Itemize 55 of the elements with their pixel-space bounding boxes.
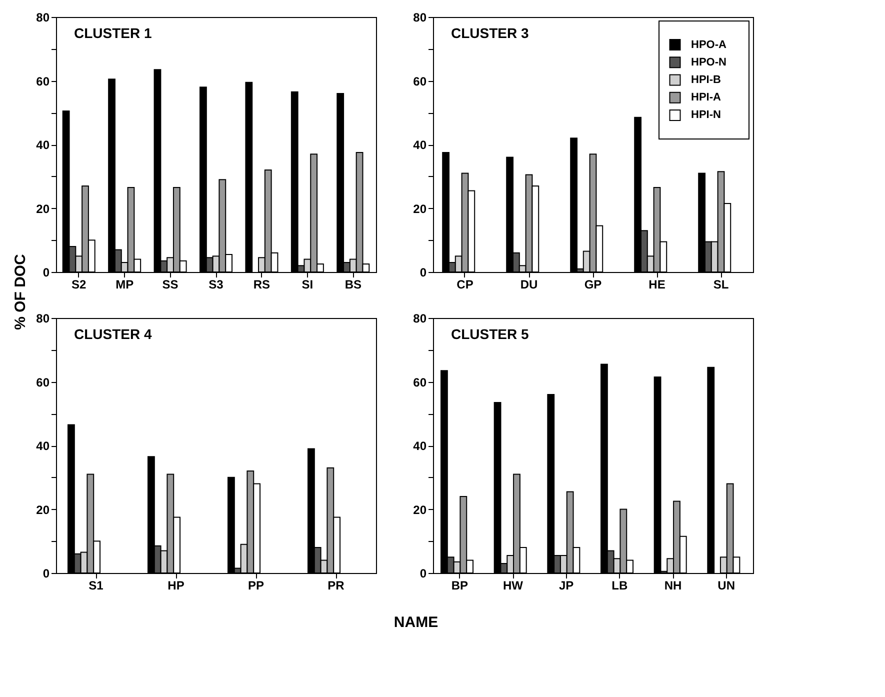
y-tick-label: 20 — [413, 202, 427, 216]
y-tick-label: 60 — [36, 375, 50, 390]
legend-label: HPO-N — [691, 56, 726, 68]
legend-label: HPI-B — [691, 74, 721, 86]
legend-label: HPI-A — [691, 92, 721, 104]
x-tick-label: HW — [503, 578, 524, 592]
y-tick-label: 40 — [413, 439, 427, 453]
y-tick-label: 0 — [42, 266, 50, 280]
x-tick-label: S2 — [72, 278, 87, 292]
x-tick-label: SL — [713, 278, 729, 292]
y-tick-label: 80 — [36, 10, 50, 24]
legend-label: HPI-N — [691, 109, 721, 122]
x-tick-label: NH — [664, 578, 682, 592]
y-tick-label: 40 — [413, 138, 427, 152]
y-tick-label: 0 — [42, 566, 50, 580]
x-tick-label: HE — [648, 278, 666, 292]
x-tick-label: BS — [344, 278, 362, 292]
x-tick-label: RS — [253, 278, 270, 292]
x-tick-label: SI — [302, 278, 314, 292]
x-tick-label: HP — [168, 578, 184, 592]
x-tick-label: UN — [718, 578, 736, 592]
y-tick-label: 20 — [36, 502, 50, 517]
x-tick-label: S3 — [208, 278, 224, 292]
x-tick-label: GP — [584, 278, 602, 292]
text: CLUSTER 1 — [74, 25, 152, 41]
x-axis-title: NAME — [394, 614, 438, 631]
legend-label: HPO-A — [691, 38, 726, 51]
y-tick-label: 20 — [36, 202, 50, 216]
y-tick-label: 80 — [36, 312, 50, 326]
x-tick-label: CP — [456, 278, 474, 292]
x-tick-label: JP — [558, 578, 574, 592]
bar — [707, 366, 715, 574]
y-tick-label: 80 — [413, 10, 427, 24]
y-tick-label: 40 — [36, 439, 50, 453]
x-tick-label: BP — [451, 578, 468, 592]
y-tick-label: 60 — [413, 375, 427, 390]
x-tick-label: PR — [328, 578, 345, 592]
y-tick-label: 0 — [420, 266, 427, 280]
y-tick-label: 60 — [413, 74, 427, 88]
x-tick-label: LB — [612, 578, 628, 592]
text: CLUSTER 5 — [451, 326, 529, 342]
x-tick-label: PP — [248, 578, 264, 592]
text: CLUSTER 4 — [74, 326, 152, 342]
x-tick-label: SS — [162, 278, 178, 292]
x-tick-label: S1 — [88, 578, 104, 592]
y-tick-label: 80 — [413, 312, 427, 326]
x-tick-label: MP — [116, 278, 134, 292]
y-tick-label: 20 — [413, 502, 427, 517]
y-tick-label: 0 — [420, 566, 427, 580]
text: CLUSTER 3 — [451, 25, 529, 41]
y-tick-label: 40 — [36, 138, 50, 152]
y-tick-label: 60 — [36, 74, 50, 88]
x-tick-label: DU — [520, 278, 538, 292]
bar — [245, 82, 253, 272]
y-axis-title: % OF DOC — [12, 254, 29, 330]
